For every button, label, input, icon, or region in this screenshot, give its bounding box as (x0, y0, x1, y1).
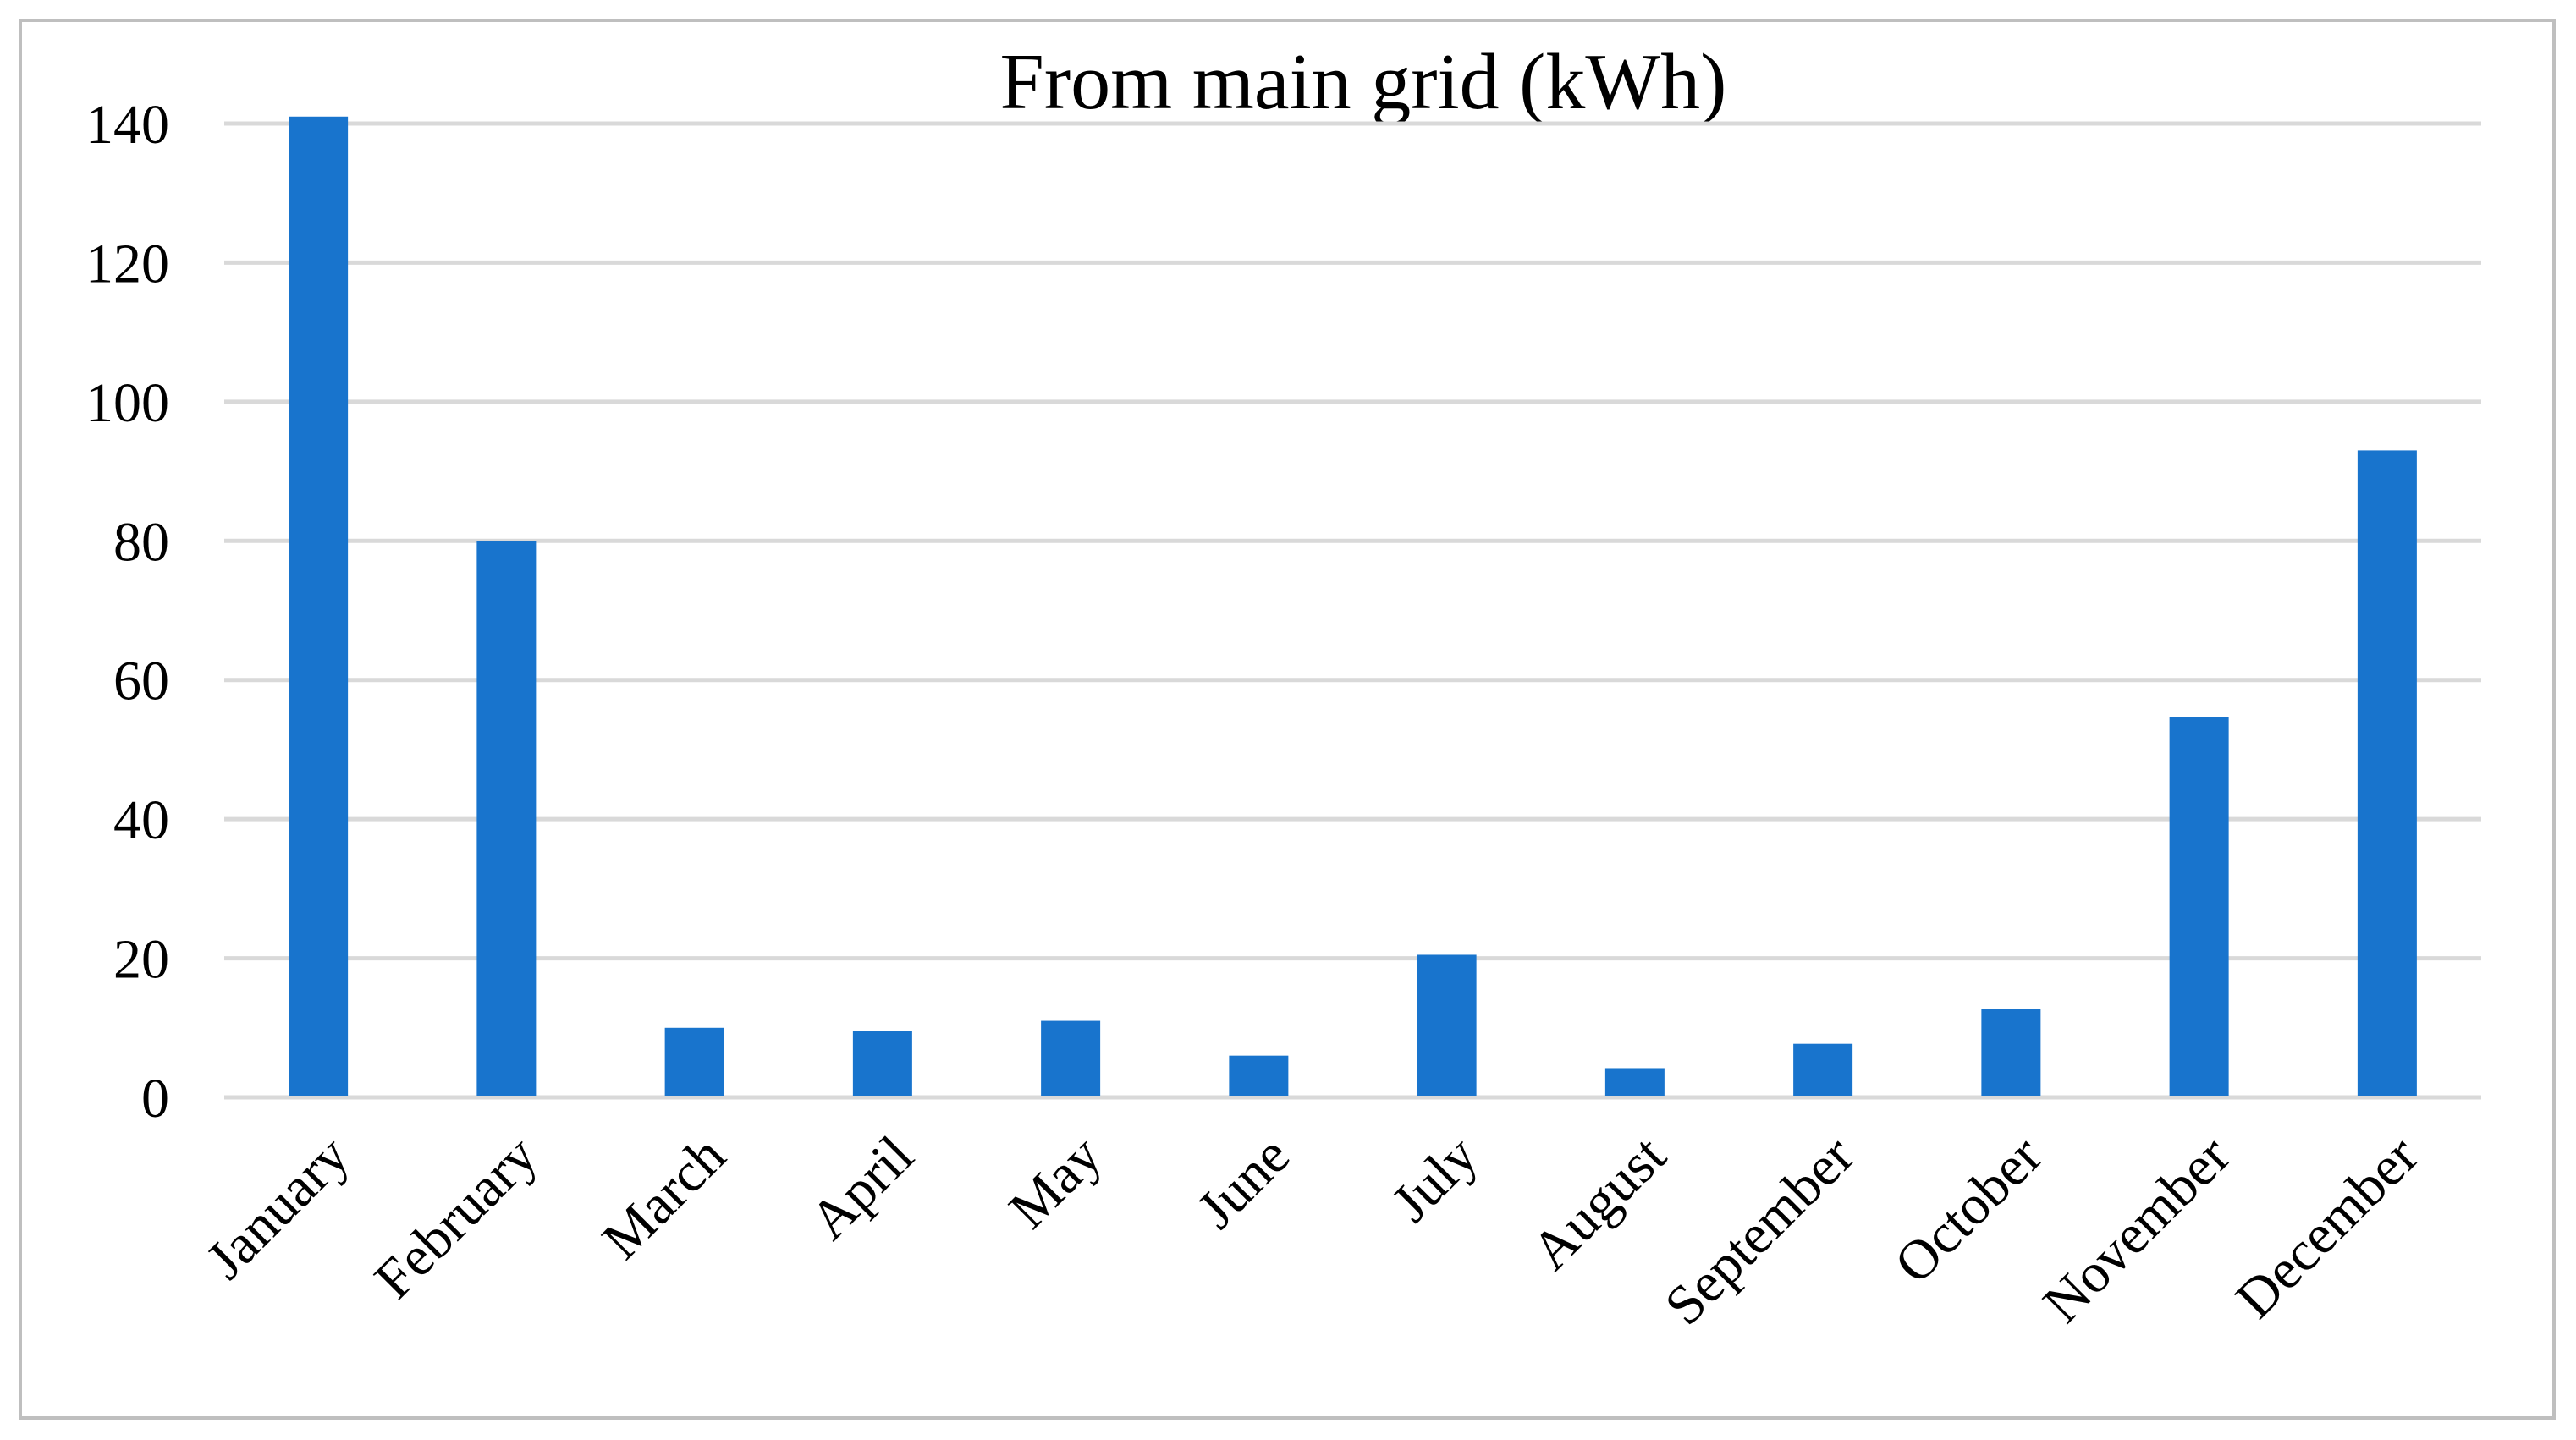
bar-january (289, 116, 349, 1096)
x-tick-label: December (2224, 1124, 2430, 1330)
x-tick-label: July (1380, 1124, 1489, 1234)
y-tick-label: 120 (85, 233, 169, 294)
y-tick-label: 140 (85, 94, 169, 156)
x-tick-label: May (998, 1124, 1114, 1240)
x-tick-label: November (2032, 1124, 2243, 1335)
bar-april (852, 1031, 912, 1096)
bar-december (2357, 450, 2417, 1096)
bar-june (1229, 1055, 1289, 1096)
y-tick-label: 20 (113, 929, 169, 991)
chart-frame (19, 19, 2556, 1420)
bar-july (1417, 954, 1477, 1096)
bar-march (664, 1027, 724, 1096)
x-tick-label: August (1520, 1124, 1677, 1282)
bar-may (1041, 1020, 1101, 1096)
x-tick-label: June (1186, 1124, 1302, 1240)
y-tick-label: 40 (113, 789, 169, 851)
x-tick-label: September (1654, 1124, 1866, 1337)
y-tick-label: 0 (141, 1068, 169, 1129)
bar-august (1604, 1068, 1665, 1096)
chart-title: From main grid (kWh) (1000, 38, 1727, 126)
y-tick-label: 60 (113, 651, 169, 712)
bar-october (1981, 1009, 2041, 1096)
y-tick-label: 100 (85, 372, 169, 434)
x-tick-label: January (195, 1124, 361, 1291)
y-tick-label: 80 (113, 511, 169, 573)
bar-november (2169, 717, 2229, 1096)
x-tick-label: October (1883, 1124, 2054, 1295)
x-tick-label: February (363, 1124, 549, 1311)
bar-september (1793, 1043, 1853, 1096)
x-tick-label: March (591, 1124, 737, 1271)
bar-february (476, 541, 537, 1096)
x-tick-label: April (798, 1124, 925, 1251)
